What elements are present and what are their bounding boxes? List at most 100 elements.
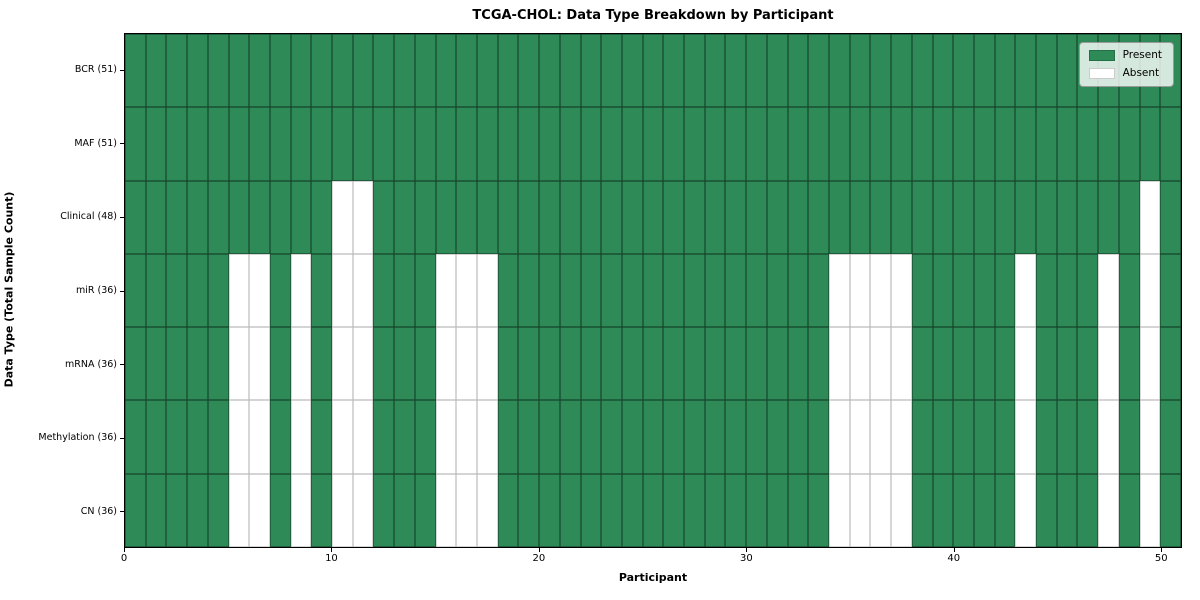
matrix-cell: [539, 400, 560, 474]
matrix-cell: [539, 34, 560, 108]
matrix-cell: [621, 180, 643, 254]
matrix-cell: [973, 107, 995, 181]
matrix-cell: [1056, 473, 1078, 547]
matrix-cell: [166, 400, 188, 474]
matrix-cell: [228, 253, 250, 328]
matrix-cell: [953, 107, 974, 181]
matrix-cell: [911, 327, 933, 401]
matrix-cell: [911, 107, 933, 181]
matrix-cell: [932, 327, 954, 401]
legend-item-absent: Absent: [1088, 68, 1162, 79]
matrix-cell: [539, 327, 560, 401]
matrix-cell: [145, 327, 167, 401]
matrix-cell: [311, 107, 333, 181]
matrix-cell: [849, 400, 871, 474]
matrix-cell: [725, 253, 747, 328]
matrix-cell: [663, 400, 685, 474]
matrix-cell: [994, 473, 1016, 547]
matrix-cell: [352, 400, 374, 474]
matrix-cell: [621, 473, 643, 547]
matrix-cell: [704, 473, 726, 547]
matrix-cell: [394, 400, 415, 474]
matrix-cell: [414, 253, 436, 328]
y-tick-label: miR (36): [75, 285, 117, 296]
matrix-cell: [187, 34, 208, 108]
matrix-cell: [435, 107, 457, 181]
matrix-cell: [994, 253, 1016, 328]
legend: Present Absent: [1078, 42, 1174, 87]
matrix-cell: [1015, 107, 1037, 181]
matrix-cell: [1015, 400, 1037, 474]
matrix-cell: [766, 473, 788, 547]
matrix-cell: [145, 34, 167, 108]
matrix-cell: [207, 180, 229, 254]
matrix-cell: [125, 253, 146, 328]
matrix-cell: [1015, 327, 1037, 401]
matrix-cell: [435, 253, 457, 328]
matrix-cell: [994, 107, 1016, 181]
matrix-cell: [580, 180, 602, 254]
matrix-cell: [580, 253, 602, 328]
matrix-cell: [332, 327, 353, 401]
matrix-cell: [684, 180, 705, 254]
matrix-cell: [228, 327, 250, 401]
matrix-cell: [1160, 400, 1181, 474]
matrix-cell: [435, 34, 457, 108]
y-tick-label: BCR (51): [74, 64, 117, 76]
matrix-cell: [932, 253, 954, 328]
matrix-cell: [477, 327, 498, 401]
matrix-cell: [601, 473, 622, 547]
matrix-cell: [166, 473, 188, 547]
matrix-cell: [621, 400, 643, 474]
matrix-cell: [456, 400, 477, 474]
matrix-cell: [994, 34, 1016, 108]
matrix-cell: [746, 253, 767, 328]
matrix-cell: [953, 400, 974, 474]
matrix-cell: [290, 473, 312, 547]
matrix-cell: [601, 34, 622, 108]
matrix-cell: [539, 107, 560, 181]
y-tick-label: CN (36): [80, 505, 117, 517]
matrix-cell: [497, 473, 519, 547]
matrix-cell: [953, 473, 974, 547]
matrix-cell: [1139, 107, 1161, 181]
matrix-cell: [187, 180, 208, 254]
matrix-cell: [663, 180, 685, 254]
y-tick-mark: [120, 511, 124, 513]
matrix-cell: [228, 107, 250, 181]
matrix-cell: [207, 400, 229, 474]
matrix-cell: [704, 327, 726, 401]
matrix-cell: [290, 180, 312, 254]
matrix-cell: [373, 473, 395, 547]
matrix-cell: [994, 180, 1016, 254]
matrix-cell: [870, 400, 892, 474]
matrix-cell: [435, 327, 457, 401]
matrix-cell: [435, 180, 457, 254]
matrix-cell: [766, 34, 788, 108]
matrix-cell: [932, 34, 954, 108]
matrix-cell: [269, 400, 291, 474]
matrix-cell: [269, 180, 291, 254]
legend-item-present: Present: [1088, 50, 1162, 61]
matrix-cell: [207, 107, 229, 181]
matrix-cell: [601, 107, 622, 181]
matrix-cell: [497, 400, 519, 474]
matrix-cell: [1077, 327, 1099, 401]
matrix-cell: [352, 473, 374, 547]
matrix-cell: [870, 180, 892, 254]
matrix-cell: [663, 107, 685, 181]
matrix-cell: [746, 327, 767, 401]
matrix-cell: [601, 253, 622, 328]
matrix-cell: [787, 253, 809, 328]
matrix-cell: [125, 473, 146, 547]
matrix-cell: [642, 34, 664, 108]
matrix-cell: [808, 473, 829, 547]
matrix-cell: [207, 473, 229, 547]
matrix-cell: [352, 253, 374, 328]
matrix-cell: [766, 180, 788, 254]
matrix-cell: [518, 107, 540, 181]
matrix-cell: [1077, 473, 1099, 547]
matrix-cell: [891, 180, 912, 254]
matrix-cell: [311, 34, 333, 108]
matrix-cell: [187, 400, 208, 474]
